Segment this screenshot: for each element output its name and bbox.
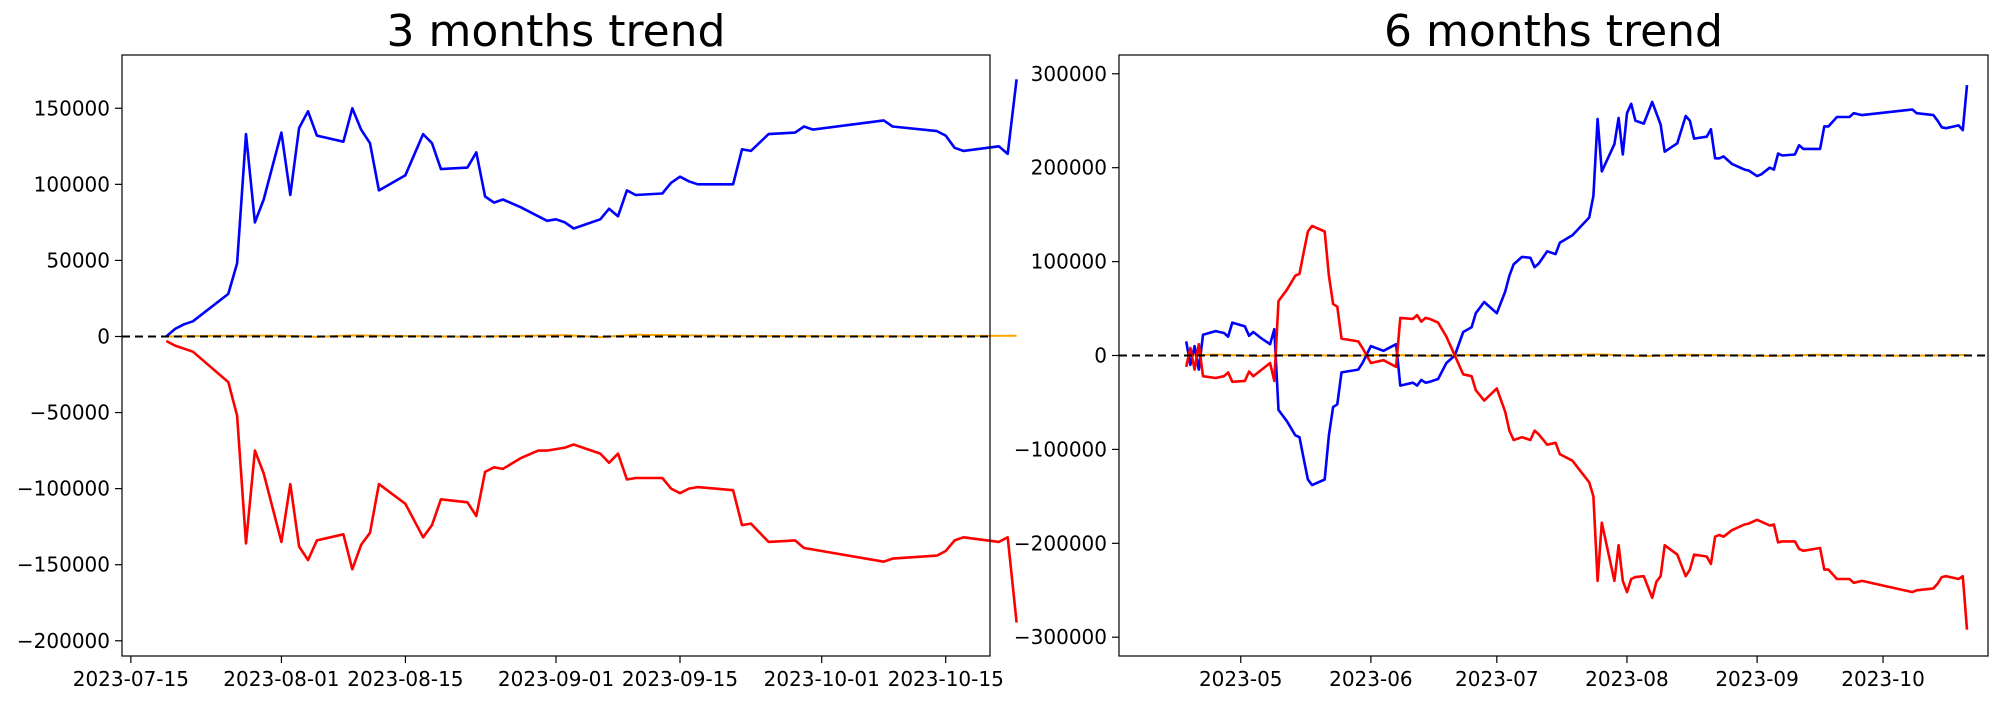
chart-1: 3 months trend −200000 −150000 −100000 −5000… <box>17 6 1018 691</box>
x-tick-label: 2023-10-15 <box>888 667 1004 691</box>
x-tick-label: 2023-05 <box>1199 667 1283 691</box>
chart-2: 6 months trend −300000 −200000 −100000 0 1000… <box>1014 6 1989 691</box>
series-line-2 <box>165 339 1018 623</box>
x-tick-label: 2023-07 <box>1455 667 1539 691</box>
x-tick-label: 2023-10 <box>1841 667 1925 691</box>
y-tick-label: 100000 <box>1031 250 1107 274</box>
series-line-2 <box>1184 224 1969 630</box>
y-tick-label: 150000 <box>34 96 110 120</box>
series-line-1 <box>165 79 1018 338</box>
chart-title: 3 months trend <box>387 6 726 57</box>
x-tick-label: 2023-09 <box>1715 667 1799 691</box>
y-tick-label: −300000 <box>1014 625 1107 649</box>
y-tick-label: 300000 <box>1031 62 1107 86</box>
y-tick-label: −100000 <box>17 477 110 501</box>
x-tick-label: 2023-09-15 <box>622 667 738 691</box>
y-tick-label: 50000 <box>46 248 110 272</box>
y-tick-label: −200000 <box>1014 531 1107 555</box>
y-tick-label: −50000 <box>30 401 110 425</box>
x-tick-label: 2023-08-01 <box>223 667 339 691</box>
x-tick-label: 2023-07-15 <box>73 667 189 691</box>
series-line-1 <box>1184 84 1969 487</box>
y-tick-label: −100000 <box>1014 437 1107 461</box>
y-tick-label: 100000 <box>34 172 110 196</box>
y-tick-label: 0 <box>97 324 110 348</box>
y-tick-label: −150000 <box>17 553 110 577</box>
x-tick-label: 2023-08 <box>1585 667 1669 691</box>
x-tick-label: 2023-10-01 <box>764 667 880 691</box>
x-tick-label: 2023-08-15 <box>347 667 463 691</box>
x-tick-label: 2023-09-01 <box>498 667 614 691</box>
y-tick-label: 200000 <box>1031 156 1107 180</box>
y-tick-label: −200000 <box>17 629 110 653</box>
x-tick-label: 2023-06 <box>1329 667 1413 691</box>
y-tick-label: 0 <box>1094 344 1107 368</box>
chart-title: 6 months trend <box>1384 6 1723 57</box>
